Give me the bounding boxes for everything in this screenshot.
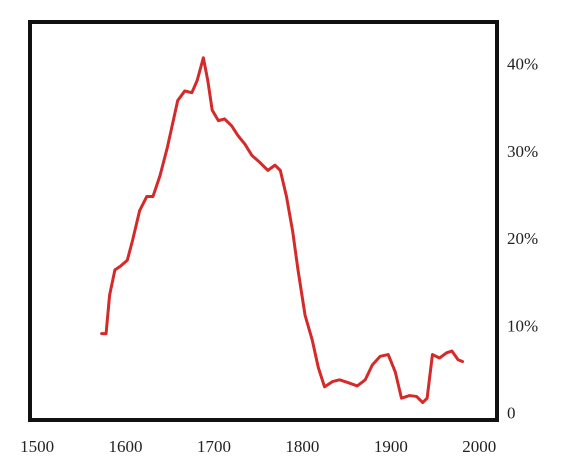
y-tick-label: 30% [507,142,538,161]
x-tick-label: 2000 [462,437,496,456]
data-line [100,56,465,405]
x-tick-label: 1500 [20,437,54,456]
x-tick-label: 1700 [197,437,231,456]
y-tick-label: 10% [507,316,538,335]
y-tick-label: 20% [507,229,538,248]
y-tick-label: 0 [507,404,516,423]
plot-frame [28,20,499,422]
x-tick-label: 1900 [374,437,408,456]
x-tick-label: 1600 [109,437,143,456]
y-tick-label: 40% [507,55,538,74]
x-tick-label: 1800 [285,437,319,456]
